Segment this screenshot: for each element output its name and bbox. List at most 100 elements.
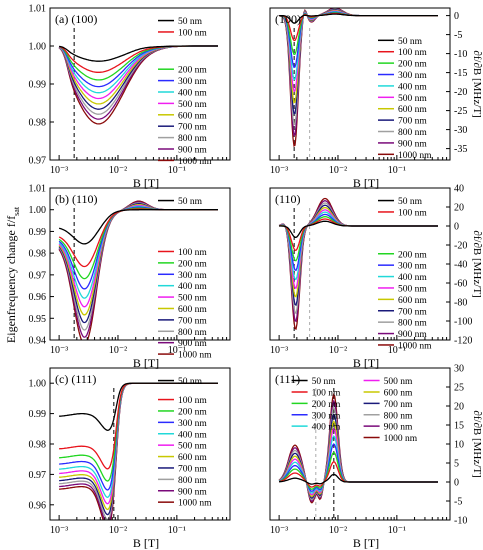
legend-entry: 700 nm (398, 117, 427, 127)
x-axis-label: B [T] (353, 536, 379, 550)
y-tick-label: 0.99 (29, 227, 47, 238)
y-tick-label: -120 (454, 336, 472, 347)
y-tick-label: 0.98 (29, 118, 47, 129)
panel-4: 40 20 0 -20 -40 -60 -80 -100 -120 10⁻³ 10⁻² 10⁻¹ B [… (269, 184, 472, 370)
legend-entry: 500 nm (398, 284, 427, 294)
y-tick-label: 20 (454, 402, 464, 413)
series-line-50nm (59, 382, 218, 431)
legend-entry: 50 nm (398, 197, 423, 207)
x-tick-label: 10⁻³ (270, 345, 288, 356)
x-tick-label: 10⁻¹ (388, 525, 406, 536)
y-tick-label: 1.00 (29, 205, 47, 216)
y-tick-label: 0.96 (29, 292, 47, 303)
plot-frame (269, 367, 451, 521)
x-axis-label: B [T] (133, 536, 159, 550)
legend-entry: 1000 nm (178, 351, 212, 361)
legend-entry: 500 nm (178, 100, 207, 110)
y-tick-label: -30 (454, 125, 467, 136)
y-tick-label: 20 (454, 203, 464, 214)
legend-entry: 700 nm (398, 307, 427, 317)
legend-entry: 200 nm (178, 407, 207, 417)
legend-entry: 400 nm (178, 430, 207, 440)
legend-entry: 900 nm (178, 487, 207, 497)
y-tick-label: 0 (454, 222, 459, 233)
legend-entry: 400 nm (398, 82, 427, 92)
y-tick-label: 15 (454, 421, 464, 432)
y-tick-label: 5 (454, 459, 459, 470)
y-tick-label: 1.01 (29, 184, 47, 195)
series-line-600nm (278, 420, 438, 498)
y-tick-label: -60 (454, 279, 467, 290)
legend-entry: 200 nm (398, 250, 427, 260)
x-tick-label: 10⁻³ (50, 345, 68, 356)
legend-entry: 100 nm (178, 396, 207, 406)
series-line-50nm (58, 209, 218, 245)
legend-entry: 600 nm (178, 111, 207, 121)
x-tick-label: 10⁻² (109, 345, 127, 356)
series-line-50nm (59, 45, 218, 62)
panel-1: 0.97 0.98 0.99 1.00 1.01 10⁻³ 10⁻² 10⁻¹ B [T] (a)… (29, 4, 231, 190)
legend-entry: 800 nm (398, 319, 427, 329)
legend-entry: 300 nm (178, 271, 207, 281)
legend-entry: 50 nm (178, 17, 203, 27)
series-line-50nm (279, 220, 438, 238)
y-tick-label: -15 (454, 68, 467, 79)
panel-label: (a) (100) (55, 12, 97, 26)
legend-entry: 700 nm (178, 123, 207, 133)
y-tick-label: 0.97 (29, 270, 47, 281)
legend-entry: 900 nm (178, 339, 207, 349)
panel-label: (100) (275, 12, 301, 26)
y-tick-label: -40 (454, 260, 467, 271)
panel-3: 0.94 0.95 0.96 0.97 0.98 0.99 1.00 1.01 10⁻³ 10⁻²… (29, 184, 231, 370)
legend-entry: 50 nm (178, 197, 203, 207)
legend-entry: 700 nm (384, 400, 413, 410)
left-ylabel-sub: sat (12, 206, 21, 216)
y-tick-label: 0.95 (29, 314, 47, 325)
legend-entry: 300 nm (312, 411, 341, 421)
y-tick-label: 0.97 (29, 156, 47, 167)
y-tick-label: -80 (454, 298, 467, 309)
legend-entry: 500 nm (384, 377, 413, 387)
y-tick-label: 0.98 (29, 249, 47, 260)
legend-entry: 900 nm (384, 423, 413, 433)
panel-5: 0.96 0.97 0.98 0.99 1.00 10⁻³ 10⁻² 10⁻¹ B [T] (c)… (29, 367, 231, 550)
panel-label: (110) (275, 192, 301, 206)
y-tick-label: 10 (454, 440, 464, 451)
x-tick-label: 10⁻¹ (388, 165, 406, 176)
legend-entry: 700 nm (178, 464, 207, 474)
x-tick-label: 10⁻¹ (168, 525, 186, 536)
legend-entry: 900 nm (398, 330, 427, 340)
legend-entry: 400 nm (178, 282, 207, 292)
x-tick-label: 10⁻¹ (388, 345, 406, 356)
legend-entry: 200 nm (312, 400, 341, 410)
legend-entry: 1000 nm (178, 499, 212, 509)
panel-6: 30 25 20 15 10 5 0 -5 -10 10⁻³ 10⁻² 10⁻¹ B [T] (111) 5… (269, 364, 467, 550)
legend-entry: 800 nm (384, 411, 413, 421)
y-tick-label: 30 (454, 364, 464, 375)
legend-entry: 600 nm (384, 388, 413, 398)
x-axis-label: B [T] (353, 356, 379, 370)
legend-entry: 400 nm (178, 89, 207, 99)
legend-entry: 300 nm (398, 262, 427, 272)
right-ylabel: ∂f/∂B [MHz/T] (471, 410, 483, 477)
legend-entry: 800 nm (178, 134, 207, 144)
series-line-800nm (278, 406, 438, 501)
legend-entry: 700 nm (178, 316, 207, 326)
legend-entry: 800 nm (178, 476, 207, 486)
legend-entry: 400 nm (312, 423, 341, 433)
legend-entry: 500 nm (398, 94, 427, 104)
x-tick-label: 10⁻² (109, 525, 127, 536)
right-ylabel: ∂f/∂B [MHz/T] (471, 230, 483, 297)
y-tick-label: -25 (454, 106, 467, 117)
y-tick-label: 0 (454, 11, 459, 22)
y-tick-label: 40 (454, 184, 464, 195)
legend-entry: 1000 nm (178, 157, 212, 167)
legend-entry: 500 nm (178, 442, 207, 452)
y-tick-label: 1.01 (29, 4, 47, 15)
y-tick-label: 0.94 (29, 336, 47, 347)
legend-entry: 800 nm (398, 128, 427, 138)
y-tick-label: -20 (454, 241, 467, 252)
y-tick-label: 1.00 (29, 379, 47, 390)
x-tick-label: 10⁻² (329, 165, 347, 176)
left-ylabel: Eigenfrequency change f/fsat (4, 206, 21, 343)
